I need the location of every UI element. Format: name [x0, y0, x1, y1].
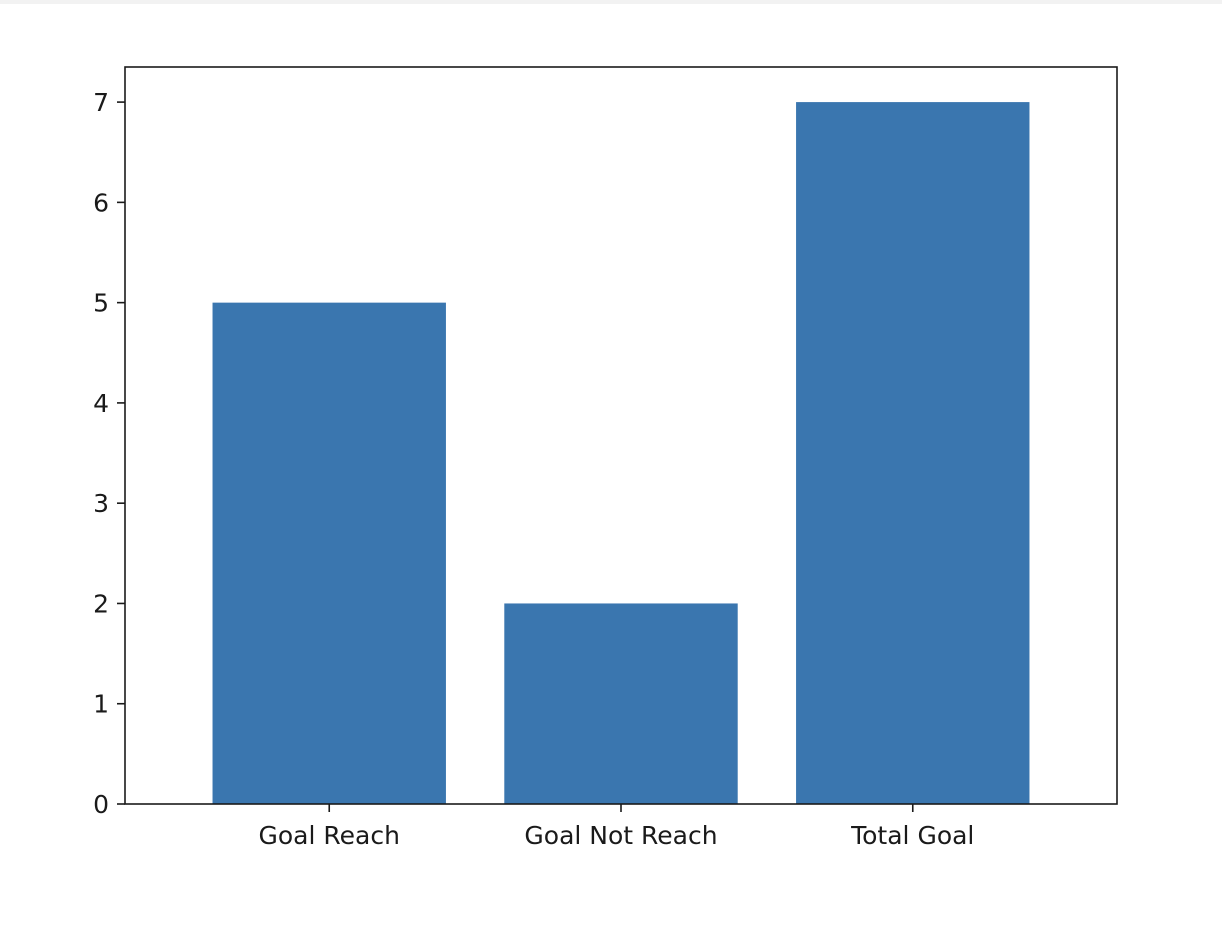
- x-tick-label: Goal Reach: [259, 821, 400, 850]
- y-tick-label: 1: [93, 690, 109, 719]
- y-tick-label: 7: [93, 88, 109, 117]
- top-strip: [0, 0, 1222, 4]
- y-tick-label: 4: [93, 389, 109, 418]
- y-axis: 0 1 2 3 4 5 6 7: [93, 88, 125, 819]
- y-tick-label: 5: [93, 289, 109, 318]
- x-axis: Goal Reach Goal Not Reach Total Goal: [259, 804, 974, 850]
- y-tick-label: 0: [93, 790, 109, 819]
- plot-frame: [124, 66, 1118, 805]
- x-tick-label: Goal Not Reach: [524, 821, 717, 850]
- y-tick-label: 6: [93, 188, 109, 217]
- y-tick-label: 2: [93, 589, 109, 618]
- x-tick-label: Total Goal: [850, 821, 974, 850]
- bar-goal-reach: [212, 302, 446, 804]
- bar-goal-not-reach: [504, 603, 738, 804]
- y-tick-label: 3: [93, 489, 109, 518]
- bars-group: [212, 102, 1030, 805]
- bar-total-goal: [796, 102, 1030, 805]
